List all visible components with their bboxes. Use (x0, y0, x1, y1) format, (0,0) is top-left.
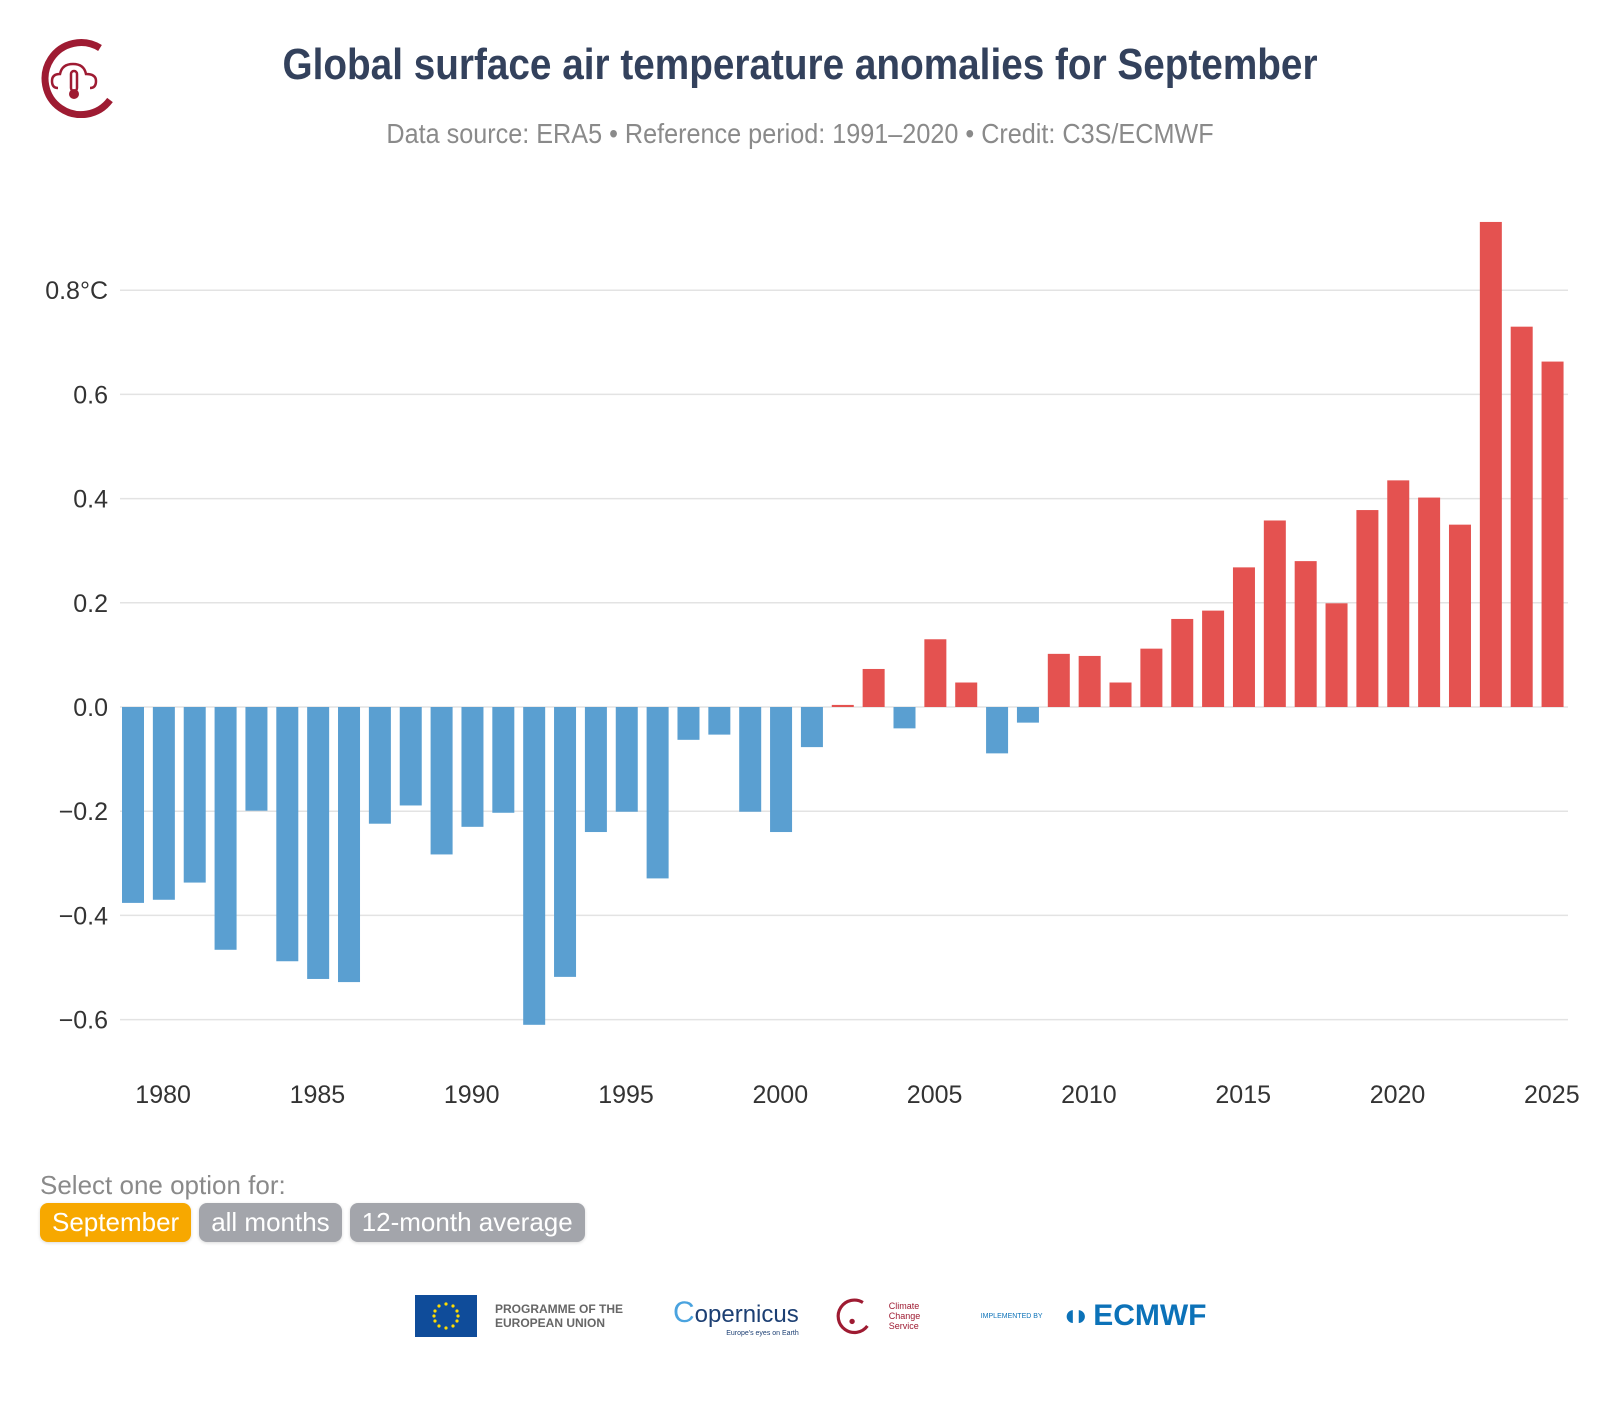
bar-2001 (800, 707, 823, 748)
x-tick-label: 2020 (1370, 1081, 1426, 1109)
option-buttons: September all months 12-month average (40, 1203, 585, 1242)
x-tick-label: 1985 (290, 1081, 346, 1109)
bar-2009 (1047, 653, 1070, 707)
bar-2005 (924, 639, 947, 707)
bar-1996 (646, 707, 669, 879)
bar-1982 (214, 707, 237, 950)
bar-2018 (1325, 603, 1348, 707)
chart-subtitle: Data source: ERA5 • Reference period: 19… (386, 118, 1214, 149)
c3s-logo-icon (41, 39, 113, 118)
bar-2004 (893, 707, 916, 729)
c3s-small-logo-icon (836, 1298, 869, 1335)
bar-1998 (708, 707, 731, 735)
bar-1979 (122, 707, 144, 903)
ecmwf-logo: ◖◗ ECMWF (1060, 1299, 1207, 1332)
y-tick-label: 0.4 (73, 486, 108, 514)
x-tick-label: 2025 (1524, 1081, 1580, 1109)
x-tick-label: 1980 (135, 1081, 191, 1109)
bar-2025 (1541, 361, 1564, 707)
option-all-months-button[interactable]: all months (199, 1203, 342, 1242)
copernicus-tagline: Europe's eyes on Earth (726, 1329, 799, 1337)
bar-2023 (1479, 221, 1502, 707)
bar-2008 (1016, 707, 1039, 723)
bar-2012 (1140, 648, 1163, 707)
footer-logos: PROGRAMME OF THE EUROPEAN UNION Copernic… (415, 1295, 1207, 1337)
bar-2015 (1232, 567, 1255, 707)
bar-1993 (554, 707, 577, 977)
bar-1985 (307, 707, 330, 979)
x-tick-label: 2000 (753, 1081, 809, 1109)
bar-2010 (1078, 655, 1101, 707)
bar-chart: 0.8°C 0.6 0.4 0.2 0.0 −0.2 −0.4 −0.6 1980 1985 199… (45, 221, 1580, 1109)
y-tick-label: −0.2 (59, 798, 108, 826)
bar-1987 (368, 707, 391, 824)
eu-programme-text: PROGRAMME OF THE EUROPEAN UNION (495, 1302, 623, 1330)
copernicus-wordmark: opernicus (694, 1300, 799, 1328)
bar-2022 (1448, 524, 1471, 707)
bar-1997 (677, 707, 700, 740)
c3s-text: Climate Change Service (888, 1301, 921, 1331)
x-tick-label: 2010 (1061, 1081, 1117, 1109)
bar-1999 (739, 707, 762, 812)
bar-1990 (461, 707, 484, 827)
y-tick-label: −0.4 (59, 902, 108, 930)
bar-2000 (770, 707, 793, 833)
bar-2014 (1202, 610, 1225, 707)
bar-1988 (399, 707, 422, 806)
bar-1995 (615, 707, 638, 812)
x-tick-label: 1990 (444, 1081, 500, 1109)
bar-2011 (1109, 682, 1132, 707)
bar-1989 (430, 707, 453, 855)
bar-1981 (183, 707, 206, 883)
x-tick-label: 1995 (598, 1081, 654, 1109)
bar-2024 (1510, 326, 1533, 707)
bar-2003 (862, 668, 885, 707)
selector-label: Select one option for: (40, 1170, 286, 1200)
y-tick-label: 0.6 (73, 381, 108, 409)
eu-flag-icon (415, 1295, 477, 1337)
bar-1984 (276, 707, 299, 962)
bar-2020 (1387, 480, 1410, 707)
option-12-month-average-button[interactable]: 12-month average (349, 1203, 585, 1242)
option-september-button[interactable]: September (40, 1203, 192, 1242)
y-tick-label: 0.2 (73, 590, 108, 618)
bar-2019 (1356, 510, 1379, 707)
x-tick-label: 2005 (907, 1081, 963, 1109)
chart-title: Global surface air temperature anomalies… (282, 40, 1318, 89)
bar-2017 (1294, 561, 1317, 707)
bar-2006 (955, 682, 978, 707)
bar-2002 (831, 704, 854, 707)
bar-1980 (152, 707, 175, 900)
implemented-by-text: IMPLEMENTED BY (980, 1312, 1043, 1320)
bar-2016 (1263, 520, 1286, 707)
bar-1991 (492, 707, 515, 813)
y-tick-label: −0.6 (59, 1007, 108, 1035)
bar-1992 (523, 707, 546, 1025)
bar-2013 (1171, 618, 1194, 707)
copernicus-logo: Copernicus Europe's eyes on Earth (663, 1296, 799, 1337)
bar-1994 (584, 707, 607, 833)
bar-1983 (245, 707, 268, 811)
y-tick-label: 0.8°C (45, 277, 108, 305)
y-tick-label: 0.0 (73, 694, 108, 722)
bar-1986 (338, 707, 361, 983)
x-tick-label: 2015 (1215, 1081, 1271, 1109)
ecmwf-wordmark: ECMWF (1093, 1299, 1207, 1332)
bar-2007 (986, 707, 1009, 754)
bar-2021 (1418, 497, 1441, 707)
